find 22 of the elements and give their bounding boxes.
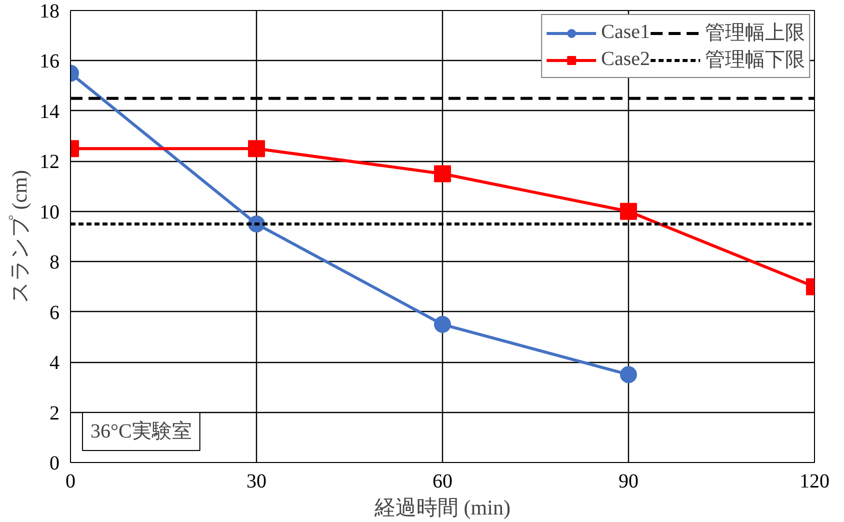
- x-tick-label: 90: [618, 470, 638, 492]
- y-tick-label: 16: [40, 50, 60, 73]
- y-tick-label: 2: [50, 402, 60, 424]
- y-tick-label: 14: [40, 100, 60, 123]
- y-tick-label: 0: [50, 452, 60, 474]
- legend-label: 管理幅下限: [705, 48, 805, 73]
- y-tick-label: 6: [50, 302, 60, 324]
- y-tick-label: 18: [40, 0, 60, 22]
- x-tick-label: 0: [66, 470, 76, 492]
- legend-label: Case2: [601, 48, 650, 71]
- y-tick-label: 8: [50, 252, 60, 274]
- y-tick-label: 12: [40, 151, 60, 174]
- legend-label: 管理幅上限: [705, 21, 805, 46]
- x-axis-title: 経過時間 (min): [374, 496, 510, 520]
- x-tick-label: 30: [246, 470, 266, 492]
- legend-label: Case1: [601, 21, 650, 44]
- y-tick-label: 10: [40, 201, 60, 224]
- x-tick-label: 120: [800, 470, 830, 492]
- x-tick-label: 60: [432, 470, 452, 492]
- y-axis-title: スランプ (cm): [8, 170, 32, 303]
- annotation: 36°C実験室: [90, 420, 192, 442]
- y-tick-label: 4: [50, 352, 60, 374]
